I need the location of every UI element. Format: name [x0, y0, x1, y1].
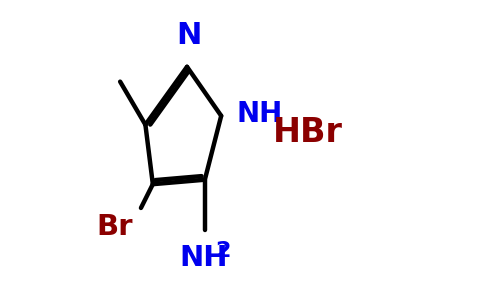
Text: N: N: [176, 21, 201, 50]
Text: NH: NH: [179, 244, 227, 272]
Text: HBr: HBr: [272, 116, 342, 149]
Text: NH: NH: [236, 100, 282, 128]
Text: Br: Br: [96, 213, 133, 241]
Text: 2: 2: [215, 241, 231, 261]
